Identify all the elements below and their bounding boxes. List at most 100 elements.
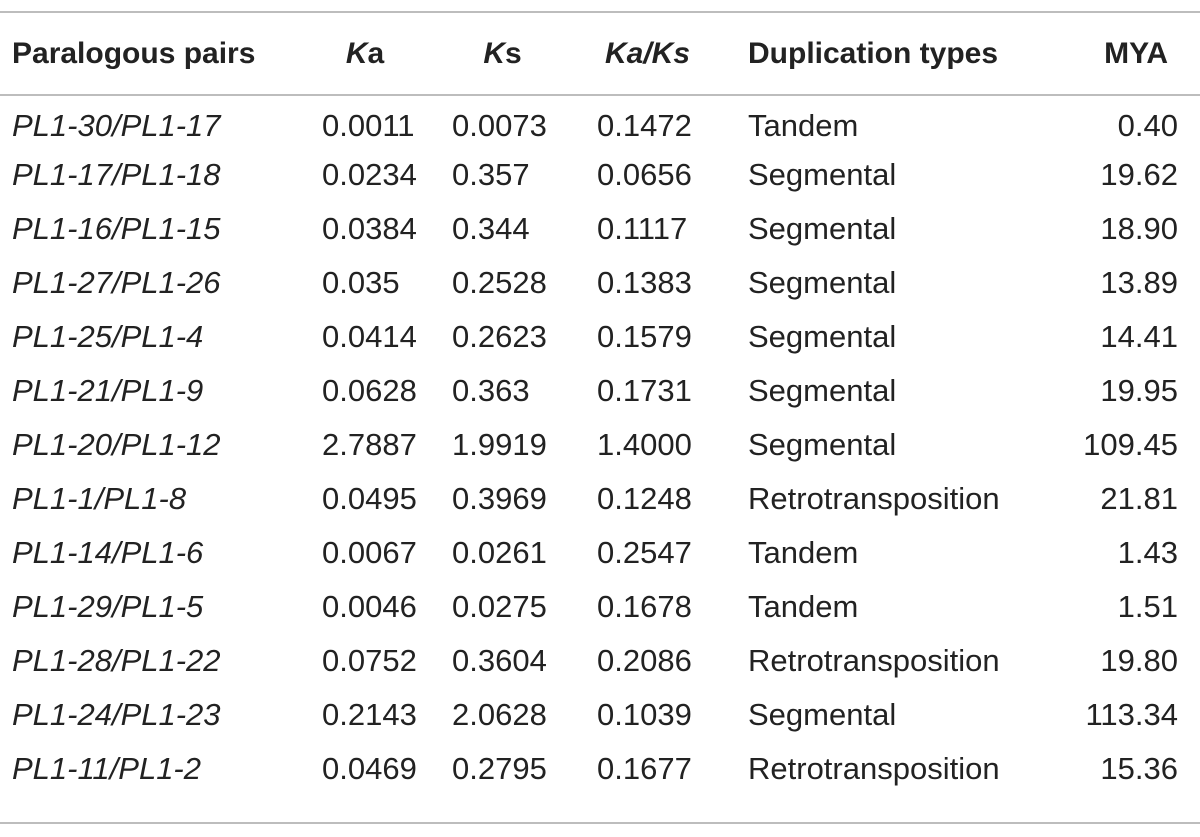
table-top-rule [0,11,1200,13]
cell-ka-ks: 0.1383 [597,265,692,300]
cell-paralogous-pair: PL1-11/PL1-2 [12,751,201,786]
cell-ka: 0.035 [322,265,400,300]
cell-ka-ks: 0.1472 [597,108,692,143]
cell-ks: 0.0275 [452,589,547,624]
cell-ks: 1.9919 [452,427,547,462]
cell-mya: 109.45 [1083,427,1178,462]
cell-mya: 19.95 [1100,373,1178,408]
cell-duplication-type: Segmental [748,373,897,408]
table-row: PL1-17/PL1-18 0.0234 0.357 0.0656 Segmental 1… [0,148,1200,202]
cell-ka-ks: 0.1677 [597,751,692,786]
table-row: PL1-16/PL1-15 0.0384 0.344 0.1117 Segmental 1… [0,202,1200,256]
table-row: PL1-11/PL1-2 0.0469 0.2795 0.1677 Retrotrans… [0,742,1200,796]
paralogous-pairs-table: Paralogous pairs Ka Ks Ka/Ks Duplication… [0,13,1200,796]
cell-mya: 14.41 [1100,319,1178,354]
cell-duplication-type: Tandem [748,589,859,624]
cell-ka: 0.0234 [322,157,417,192]
header-row: Paralogous pairs Ka Ks Ka/Ks Duplication… [0,13,1200,94]
header-mya: MYA [1104,36,1168,70]
cell-ka-ks: 0.1579 [597,319,692,354]
cell-paralogous-pair: PL1-20/PL1-12 [12,427,221,462]
cell-ka: 0.0495 [322,481,417,516]
table-header: Paralogous pairs Ka Ks Ka/Ks Duplication… [0,13,1200,94]
cell-ka-ks: 0.1248 [597,481,692,516]
cell-mya: 19.80 [1100,643,1178,678]
cell-ks: 0.363 [452,373,530,408]
cell-ka: 0.2143 [322,697,417,732]
table-body: PL1-30/PL1-17 0.0011 0.0073 0.1472 Tandem 0.4… [0,94,1200,796]
cell-ks: 0.0261 [452,535,547,570]
cell-paralogous-pair: PL1-28/PL1-22 [12,643,221,678]
cell-paralogous-pair: PL1-1/PL1-8 [12,481,187,516]
cell-ka-ks: 0.1678 [597,589,692,624]
cell-mya: 13.89 [1100,265,1178,300]
table-row: PL1-21/PL1-9 0.0628 0.363 0.1731 Segmental 19… [0,364,1200,418]
cell-ka: 0.0384 [322,211,417,246]
table-bottom-rule [0,822,1200,824]
header-divider-rule [0,94,1200,96]
cell-paralogous-pair: PL1-29/PL1-5 [12,589,204,624]
cell-ks: 0.3969 [452,481,547,516]
cell-duplication-type: Retrotransposition [748,643,1000,678]
cell-ks: 0.357 [452,157,530,192]
cell-ka-ks: 0.1731 [597,373,692,408]
cell-duplication-type: Segmental [748,697,897,732]
cell-mya: 1.51 [1117,589,1178,624]
cell-ks: 0.3604 [452,643,547,678]
cell-ka: 0.0067 [322,535,417,570]
cell-duplication-type: Segmental [748,265,897,300]
header-duplication-types: Duplication types [748,36,999,70]
cell-mya: 113.34 [1085,697,1178,732]
cell-mya: 18.90 [1100,211,1178,246]
table-row: PL1-29/PL1-5 0.0046 0.0275 0.1678 Tandem 1.51 [0,580,1200,634]
cell-ka-ks: 0.1117 [597,211,688,246]
cell-paralogous-pair: PL1-14/PL1-6 [12,535,204,570]
header-paralogous-pairs: Paralogous pairs [12,36,256,70]
cell-duplication-type: Segmental [748,157,897,192]
cell-mya: 1.43 [1117,535,1178,570]
cell-paralogous-pair: PL1-21/PL1-9 [12,373,204,408]
cell-ks: 0.2795 [452,751,547,786]
cell-duplication-type: Tandem [748,108,859,143]
table-row: PL1-1/PL1-8 0.0495 0.3969 0.1248 Retrotransp… [0,472,1200,526]
cell-ka: 0.0628 [322,373,417,408]
table-row: PL1-27/PL1-26 0.035 0.2528 0.1383 Segmental 1… [0,256,1200,310]
cell-duplication-type: Retrotransposition [748,481,1000,516]
cell-ks: 0.0073 [452,108,547,143]
cell-ka: 0.0752 [322,643,417,678]
table-row: PL1-25/PL1-4 0.0414 0.2623 0.1579 Segmental 1… [0,310,1200,364]
cell-ka-ks: 0.2086 [597,643,692,678]
cell-ka-ks: 1.4000 [597,427,692,462]
cell-duplication-type: Segmental [748,211,897,246]
cell-ka: 0.0414 [322,319,417,354]
cell-ka: 0.0469 [322,751,417,786]
cell-paralogous-pair: PL1-27/PL1-26 [12,265,221,300]
table-row: PL1-14/PL1-6 0.0067 0.0261 0.2547 Tandem 1.43 [0,526,1200,580]
cell-paralogous-pair: PL1-30/PL1-17 [12,108,221,143]
cell-ks: 0.2528 [452,265,547,300]
cell-ka: 0.0011 [322,108,415,143]
cell-ka-ks: 0.1039 [597,697,692,732]
cell-paralogous-pair: PL1-25/PL1-4 [12,319,204,354]
table-row: PL1-20/PL1-12 2.7887 1.9919 1.4000 Segmental… [0,418,1200,472]
header-ka-ks: Ka/Ks [604,36,691,70]
cell-ka: 0.0046 [322,589,417,624]
cell-paralogous-pair: PL1-24/PL1-23 [12,697,221,732]
header-ka: Ka [345,36,385,70]
table-row: PL1-28/PL1-22 0.0752 0.3604 0.2086 Retrotran… [0,634,1200,688]
cell-duplication-type: Segmental [748,427,897,462]
cell-mya: 19.62 [1100,157,1178,192]
cell-ka: 2.7887 [322,427,417,462]
cell-duplication-type: Tandem [748,535,859,570]
cell-mya: 0.40 [1117,108,1178,143]
cell-mya: 21.81 [1100,481,1178,516]
cell-ka-ks: 0.0656 [597,157,692,192]
cell-ks: 0.2623 [452,319,547,354]
cell-ka-ks: 0.2547 [597,535,692,570]
table-row: PL1-30/PL1-17 0.0011 0.0073 0.1472 Tandem 0.4… [0,94,1200,148]
cell-duplication-type: Retrotransposition [748,751,1000,786]
cell-ks: 0.344 [452,211,530,246]
cell-paralogous-pair: PL1-16/PL1-15 [12,211,221,246]
cell-ks: 2.0628 [452,697,547,732]
header-ks: Ks [483,36,522,70]
